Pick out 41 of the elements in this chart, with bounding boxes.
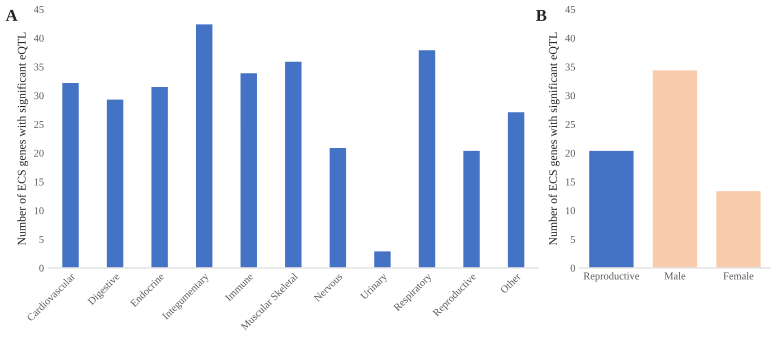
bar	[506, 110, 526, 268]
x-tick-label: Male	[664, 272, 686, 280]
y-tick-label: 20	[565, 150, 576, 157]
y-tick-label: 45	[34, 6, 44, 14]
y-tick-label: 40	[565, 34, 576, 42]
bar	[417, 48, 437, 268]
bar	[194, 22, 214, 268]
bar	[105, 98, 125, 268]
y-tick-label: 25	[565, 120, 576, 128]
bar	[239, 72, 258, 268]
bar	[372, 250, 392, 268]
x-tick-label: Reproductive	[584, 272, 640, 282]
bar	[150, 86, 170, 268]
bar	[284, 60, 303, 268]
bar	[462, 149, 482, 268]
y-tick-label: 40	[34, 34, 44, 42]
y-tick-label: 5	[39, 236, 44, 243]
y-tick-label: 0	[39, 264, 44, 272]
y-tick-label: 0	[570, 264, 576, 272]
y-tick-label: 20	[34, 150, 44, 157]
bar	[328, 146, 348, 268]
x-tick-label: Female	[723, 272, 754, 280]
y-tick-label: 45	[565, 6, 576, 14]
bar	[651, 68, 698, 268]
bar	[60, 82, 80, 268]
y-tick-label: 30	[34, 92, 44, 100]
y-tick-label: 5	[570, 236, 576, 243]
text: A	[6, 10, 18, 21]
y-tick-label: 10	[566, 207, 576, 214]
y-tick-label: 25	[34, 120, 44, 128]
y-tick-label: 15	[566, 178, 576, 186]
y-tick-label: 35	[566, 63, 576, 70]
y-tick-label: 15	[34, 178, 44, 186]
annotation: B	[536, 10, 546, 21]
y-axis-title: Number of ECS genes with significant eQTL	[548, 32, 560, 246]
bar	[714, 190, 762, 268]
y-tick-label: 35	[34, 63, 44, 70]
y-axis-title: Number of ECS genes with significant eQTL	[17, 32, 28, 246]
y-tick-label: 30	[566, 92, 576, 100]
bar	[588, 149, 635, 268]
y-tick-label: 10	[34, 207, 44, 214]
